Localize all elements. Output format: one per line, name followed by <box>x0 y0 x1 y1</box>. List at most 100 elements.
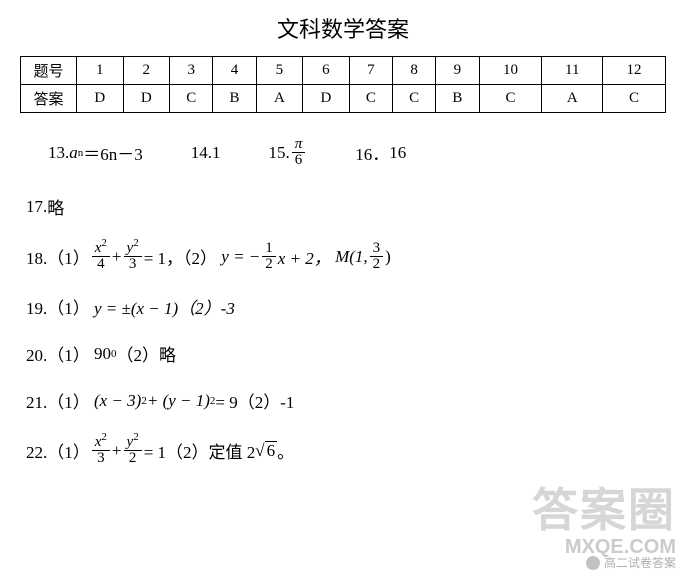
q18-frac1: x2 4 <box>92 241 110 272</box>
q18-label: 18.（1） <box>26 244 90 269</box>
q19-expr: y = ±(x − 1)（2）-3 <box>94 294 235 319</box>
watermark-small-text: 高二试卷答案 <box>604 554 676 571</box>
q18-m-post: ) <box>385 247 391 267</box>
ans-cell: A <box>256 85 303 113</box>
q22-frac2: y2 2 <box>124 435 142 466</box>
q22-label: 22.（1） <box>26 438 90 463</box>
ans-cell: D <box>303 85 350 113</box>
q18-plus: + <box>112 247 122 267</box>
q13-an: a <box>69 143 78 163</box>
q22-f1d: 3 <box>94 451 108 466</box>
q16: 16． 16 <box>355 140 406 165</box>
watermark-big: 答案圈 <box>532 488 676 534</box>
num-cell: 6 <box>303 57 350 85</box>
q18-f1d: 4 <box>94 257 108 272</box>
q22-frac1: x2 3 <box>92 435 110 466</box>
q15-den: 6 <box>292 153 306 168</box>
q16-val: 16 <box>389 143 406 163</box>
q14-label: 14. <box>191 143 212 163</box>
watermark-small: 高二试卷答案 <box>586 554 676 571</box>
q13-label: 13. <box>48 143 69 163</box>
q22-sqrt: √ 6 <box>255 441 277 461</box>
num-cell: 5 <box>256 57 303 85</box>
q22: 22.（1） x2 3 + y2 2 = 1（2）定值 2 √ 6 。 <box>26 435 666 466</box>
q18-f2d: 3 <box>126 257 140 272</box>
sqrt-sign: √ <box>255 441 264 461</box>
num-cell: 8 <box>392 57 435 85</box>
q17: 17. 略 <box>26 194 666 219</box>
q19-label: 19.（1） <box>26 294 90 319</box>
q15-num: π <box>292 137 306 153</box>
ans-cell: B <box>436 85 479 113</box>
q21-mid: + (y − 1) <box>147 391 210 411</box>
q18-md: 2 <box>370 257 384 272</box>
ans-cell: C <box>392 85 435 113</box>
q17-label: 17. <box>26 197 47 217</box>
row-header-nums: 题号 <box>21 57 77 85</box>
q18-f1n: x2 <box>92 241 110 257</box>
ans-cell: B <box>213 85 256 113</box>
q18-rhs-post: x + 2， <box>278 244 331 269</box>
q20-tail: （2）略 <box>117 341 177 366</box>
q18-f2n: y2 <box>124 241 142 257</box>
q18: 18.（1） x2 4 + y2 3 = 1，（2） y = − 1 2 x +… <box>26 241 666 272</box>
num-cell: 7 <box>349 57 392 85</box>
num-cell: 10 <box>479 57 542 85</box>
watermark-circle-icon <box>586 556 600 570</box>
q22-f2d: 2 <box>126 451 140 466</box>
ans-cell: C <box>479 85 542 113</box>
q18-rd: 2 <box>262 257 276 272</box>
table-row-answers: 答案 D D C B A D C C B C A C <box>21 85 666 113</box>
q18-m-frac: 3 2 <box>370 241 384 272</box>
table-row-nums: 题号 1 2 3 4 5 6 7 8 9 10 11 12 <box>21 57 666 85</box>
ans-cell: C <box>349 85 392 113</box>
q22-plus: + <box>112 441 122 461</box>
q13: 13. an ＝6n－3 <box>48 140 143 165</box>
ans-cell: A <box>542 85 603 113</box>
num-cell: 9 <box>436 57 479 85</box>
q19: 19.（1） y = ±(x − 1)（2）-3 <box>26 294 666 319</box>
q21-tail: = 9（2）-1 <box>215 388 294 413</box>
q22-f2n: y2 <box>124 435 142 451</box>
num-cell: 12 <box>603 57 666 85</box>
q18-rhs-frac: 1 2 <box>262 241 276 272</box>
ans-cell: C <box>603 85 666 113</box>
q15-frac: π 6 <box>292 137 306 168</box>
ans-cell: C <box>170 85 213 113</box>
answer-table: 题号 1 2 3 4 5 6 7 8 9 10 11 12 答案 D D C B… <box>20 56 666 113</box>
q14: 14. 1 <box>191 143 221 163</box>
q18-eq1: = 1，（2） <box>144 244 217 269</box>
sqrt-inside: 6 <box>265 441 278 461</box>
q13-rest: ＝6n－3 <box>83 140 143 165</box>
num-cell: 4 <box>213 57 256 85</box>
q18-rn: 1 <box>262 241 276 257</box>
q18-rhs-pre: y = − <box>221 247 260 267</box>
num-cell: 11 <box>542 57 603 85</box>
q18-m-pre: M(1, <box>335 247 368 267</box>
q21: 21.（1） (x − 3)2 + (y − 1)2 = 9（2）-1 <box>26 388 666 413</box>
q22-eq1: = 1（2）定值 2 <box>144 438 256 463</box>
q16-label: 16． <box>355 140 389 165</box>
q22-end: 。 <box>277 438 294 463</box>
num-cell: 3 <box>170 57 213 85</box>
watermark-main: 答案圈 MXQE.COM <box>532 488 676 559</box>
q18-mn: 3 <box>370 241 384 257</box>
ans-cell: D <box>77 85 124 113</box>
q20-label: 20.（1） <box>26 341 90 366</box>
q20-base: 90 <box>94 344 111 364</box>
row-header-ans: 答案 <box>21 85 77 113</box>
q21-label: 21.（1） <box>26 388 90 413</box>
q22-f1n: x2 <box>92 435 110 451</box>
q17-text: 略 <box>47 194 64 219</box>
num-cell: 1 <box>77 57 124 85</box>
q15-label: 15. <box>269 143 290 163</box>
q14-val: 1 <box>212 143 221 163</box>
q18-frac2: y2 3 <box>124 241 142 272</box>
q15: 15. π 6 <box>269 137 308 168</box>
q21-e1: (x − 3) <box>94 391 141 411</box>
fill-in-row: 13. an ＝6n－3 14. 1 15. π 6 16． 16 <box>48 137 666 168</box>
page-title: 文科数学答案 <box>20 12 666 44</box>
num-cell: 2 <box>123 57 170 85</box>
q20: 20.（1） 900 （2）略 <box>26 341 666 366</box>
ans-cell: D <box>123 85 170 113</box>
